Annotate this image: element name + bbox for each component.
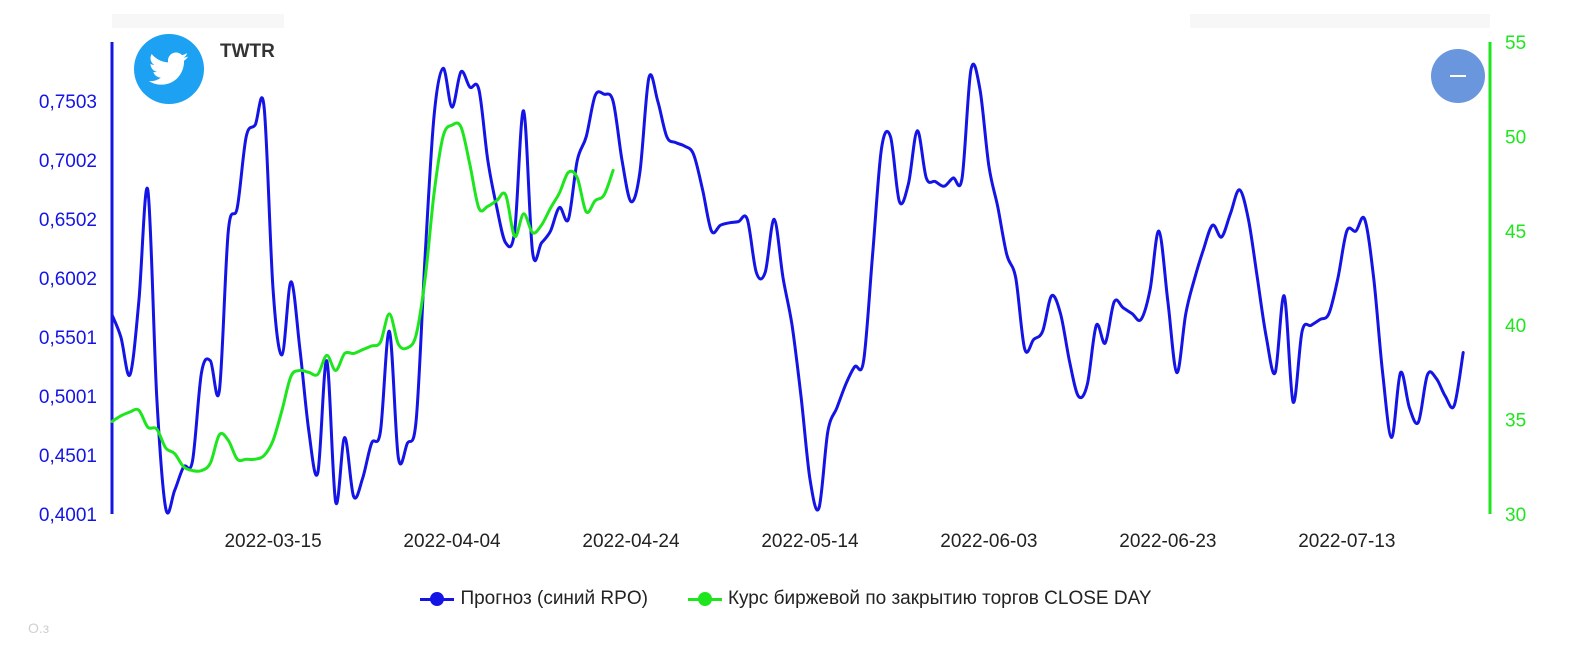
legend-marker-forecast xyxy=(420,589,455,609)
legend-label-forecast: Прогноз (синий RPO) xyxy=(460,588,648,609)
footer-faint-mark: О.з xyxy=(28,620,50,636)
x-tick-label: 2022-06-23 xyxy=(1119,531,1216,552)
y-left-tick-label: 0,7002 xyxy=(39,151,97,172)
y-right-tick-label: 35 xyxy=(1505,411,1526,432)
y-right-tick-label: 30 xyxy=(1505,505,1526,526)
top-strip-left xyxy=(112,14,284,28)
y-left-tick-label: 0,7503 xyxy=(39,92,97,113)
chart-legend: Прогноз (синий RPO) Курс биржевой по зак… xyxy=(0,588,1572,610)
ticker-symbol: TWTR xyxy=(220,41,275,62)
y-left-tick-label: 0,5501 xyxy=(39,328,97,349)
tick-labels: 0,4001 0,4501 0,5001 0,5501 0,6002 0,6502 0,70… xyxy=(39,33,1526,552)
y-right-tick-label: 55 xyxy=(1505,33,1526,54)
axes xyxy=(110,42,1492,514)
twitter-bird-icon xyxy=(149,52,189,85)
x-tick-label: 2022-03-15 xyxy=(224,531,321,552)
y-right-tick-label: 50 xyxy=(1505,127,1526,148)
legend-item-forecast[interactable]: Прогноз (синий RPO) xyxy=(420,588,648,610)
legend-label-close: Курс биржевой по закрытию торгов CLOSE D… xyxy=(727,588,1152,609)
y-left-tick-label: 0,6002 xyxy=(39,269,97,290)
series-line-close xyxy=(110,121,615,473)
x-tick-label: 2022-04-04 xyxy=(403,531,501,552)
series-line-forecast xyxy=(110,62,1465,515)
twitter-logo xyxy=(134,34,204,104)
x-tick-label: 2022-05-14 xyxy=(761,531,859,552)
x-tick-label: 2022-06-03 xyxy=(940,531,1037,552)
top-strip-right xyxy=(1190,14,1490,28)
x-tick-label: 2022-07-13 xyxy=(1298,531,1395,552)
legend-marker-close xyxy=(687,589,722,609)
y-left-tick-label: 0,6502 xyxy=(39,210,97,231)
x-tick-label: 2022-04-24 xyxy=(582,531,680,552)
y-left-tick-label: 0,4001 xyxy=(39,505,97,526)
y-right-tick-label: 40 xyxy=(1505,316,1526,337)
y-left-tick-label: 0,5001 xyxy=(39,387,97,408)
legend-item-close[interactable]: Курс биржевой по закрытию торгов CLOSE D… xyxy=(687,588,1152,610)
y-right-tick-label: 45 xyxy=(1505,222,1526,243)
collapse-button[interactable] xyxy=(1431,49,1485,103)
y-left-tick-label: 0,4501 xyxy=(39,446,97,467)
series-layer xyxy=(110,62,1465,515)
minus-icon xyxy=(1450,75,1466,77)
